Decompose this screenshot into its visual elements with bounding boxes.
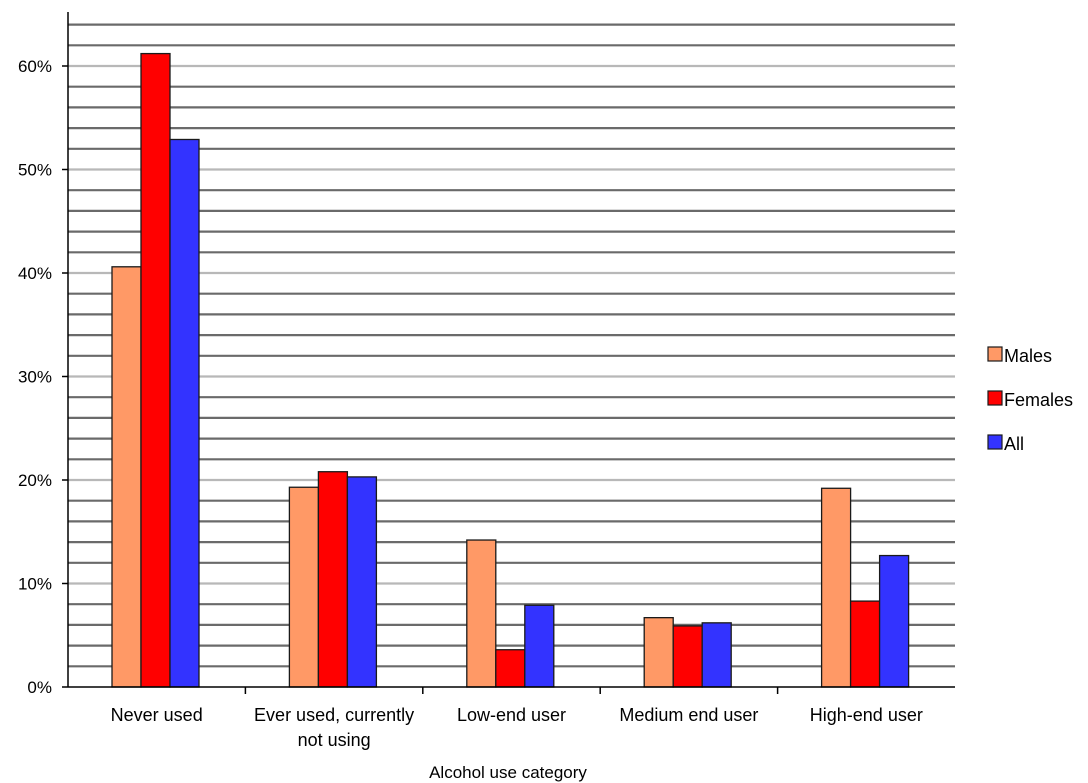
bar-all-2 xyxy=(346,476,378,688)
x-tick-label: Low-end user xyxy=(457,705,566,725)
legend-swatch-males xyxy=(987,346,1003,362)
bar-all-1 xyxy=(169,138,200,688)
x-tick-label: Ever used, currently not using xyxy=(254,705,414,750)
bar-females-4 xyxy=(672,625,703,688)
bar-males-4 xyxy=(643,617,674,688)
bar-females-2 xyxy=(317,471,349,688)
x-tick-label: Never used xyxy=(111,705,203,725)
bar-females-5 xyxy=(849,600,881,688)
legend-swatch-all xyxy=(987,434,1003,450)
bar-all-4 xyxy=(701,622,732,688)
bar-females-1 xyxy=(140,52,171,688)
y-axis-ticks: 0% 10% 20% 30% 40% 50% 60% xyxy=(18,57,68,697)
bar-all-5 xyxy=(878,554,910,688)
legend-label-females: Females xyxy=(1004,390,1073,410)
legend-label-males: Males xyxy=(1004,346,1052,366)
legend-swatch-females xyxy=(987,390,1003,406)
bar-females-3 xyxy=(495,649,526,688)
y-tick-label: 40% xyxy=(18,264,52,283)
y-tick-label: 10% xyxy=(18,575,52,594)
x-axis-ticks: Never used Ever used, currently not using L… xyxy=(111,687,923,750)
y-tick-label: 30% xyxy=(18,368,52,387)
x-tick-label: High-end user xyxy=(810,705,923,725)
y-tick-label: 60% xyxy=(18,57,52,76)
legend-label-all: All xyxy=(1004,434,1024,454)
bar-males-3 xyxy=(466,539,497,688)
bar-males-2 xyxy=(288,486,320,688)
gridlines xyxy=(68,23,955,668)
bar-males-1 xyxy=(111,266,142,688)
legend: Males Females All xyxy=(987,346,1073,454)
x-axis-label: Alcohol use category xyxy=(429,763,587,782)
x-tick-label: Medium end user xyxy=(619,705,758,725)
bar-all-3 xyxy=(524,604,555,688)
y-tick-label: 20% xyxy=(18,471,52,490)
y-tick-label: 0% xyxy=(27,678,52,697)
y-tick-label: 50% xyxy=(18,161,52,180)
axes xyxy=(67,12,955,688)
bar-males-5 xyxy=(820,487,852,688)
bars xyxy=(111,52,910,688)
